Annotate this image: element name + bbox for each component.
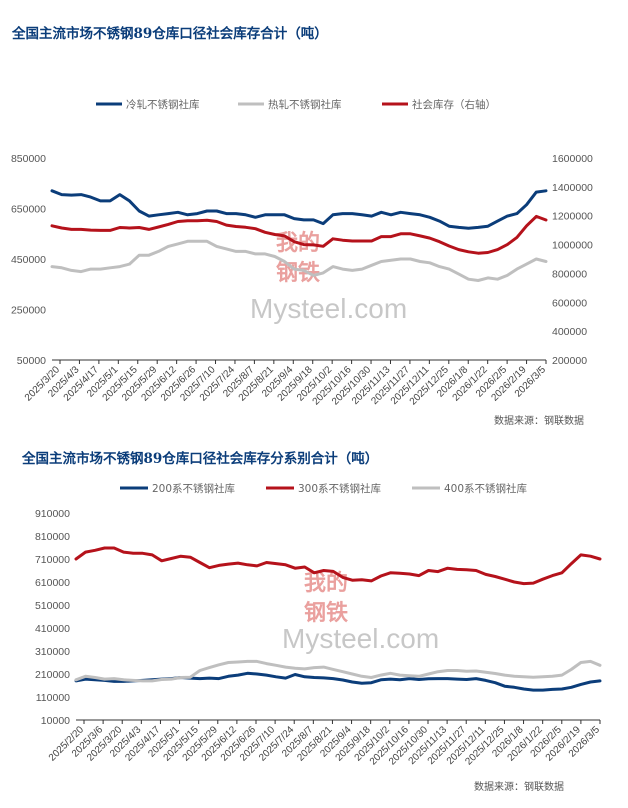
y-left-tick-label: 850000 bbox=[11, 153, 46, 165]
series-line-1 bbox=[50, 189, 548, 230]
watermark: 我的 钢铁 Mysteel.com bbox=[250, 230, 407, 324]
series-line-3 bbox=[50, 214, 548, 255]
chart-1-legend: 冷轧不锈钢社库 热轧不锈钢社库 社会库存（右轴） bbox=[96, 98, 496, 111]
y-left-tick-label: 710000 bbox=[35, 554, 70, 566]
y-right-tick-label: 400000 bbox=[552, 326, 587, 338]
y-right-tick-label: 1000000 bbox=[552, 240, 593, 252]
y-left-tick-label: 10000 bbox=[41, 715, 70, 727]
y-right-tick-label: 1400000 bbox=[552, 182, 593, 194]
watermark-text: Mysteel.com bbox=[250, 293, 407, 324]
y-left-tick-label: 810000 bbox=[35, 531, 70, 543]
y-left-tick-label: 610000 bbox=[35, 577, 70, 589]
chart-2-source: 数据来源：钢联数据 bbox=[474, 780, 564, 793]
series-line-2 bbox=[74, 546, 602, 586]
chart-1-series bbox=[50, 189, 548, 282]
y-left-tick-label: 110000 bbox=[36, 692, 70, 704]
chart-1-title: 全国主流市场不锈钢89仓库口径社会库存合计（吨） bbox=[11, 25, 328, 42]
legend-label-cold-rolled: 冷轧不锈钢社库 bbox=[126, 98, 200, 111]
legend-label-300-series: 300系不锈钢社库 bbox=[298, 482, 381, 495]
series-line-2 bbox=[50, 239, 548, 282]
chart-2-left-axis: 910000 810000 710000 610000 510000 410000 3100… bbox=[35, 508, 70, 727]
chart-2-series bbox=[74, 546, 602, 692]
y-left-tick-label: 510000 bbox=[35, 600, 70, 612]
y-right-tick-label: 1200000 bbox=[552, 211, 593, 223]
watermark-logo-top: 我的 bbox=[304, 570, 348, 596]
y-right-tick-label: 600000 bbox=[552, 297, 587, 309]
legend-label-200-series: 200系不锈钢社库 bbox=[152, 482, 235, 495]
chart-2: 全国主流市场不锈钢89仓库口径社会库存分系别合计（吨） 200系不锈钢社库 30… bbox=[21, 450, 602, 793]
chart-1-source: 数据来源：钢联数据 bbox=[494, 414, 584, 427]
legend-label-hot-rolled: 热轧不锈钢社库 bbox=[268, 98, 342, 111]
y-right-tick-label: 1600000 bbox=[552, 153, 593, 165]
y-left-tick-label: 250000 bbox=[11, 305, 46, 317]
legend-label-social-inventory: 社会库存（右轴） bbox=[412, 98, 496, 111]
y-left-tick-label: 50000 bbox=[17, 355, 46, 367]
y-right-tick-label: 200000 bbox=[552, 355, 587, 367]
y-left-tick-label: 910000 bbox=[35, 508, 70, 520]
series-line-3 bbox=[74, 659, 602, 683]
chart-2-legend: 200系不锈钢社库 300系不锈钢社库 400系不锈钢社库 bbox=[120, 482, 527, 495]
chart-1-x-axis: 2025/3/202025/4/32025/4/172025/5/12025/5… bbox=[23, 360, 548, 408]
legend-label-400-series: 400系不锈钢社库 bbox=[444, 482, 527, 495]
y-right-tick-label: 800000 bbox=[552, 268, 587, 280]
chart-2-title: 全国主流市场不锈钢89仓库口径社会库存分系别合计（吨） bbox=[21, 450, 378, 467]
watermark: 我的 钢铁 Mysteel.com bbox=[282, 570, 439, 654]
y-left-tick-label: 310000 bbox=[35, 646, 70, 658]
y-left-tick-label: 410000 bbox=[35, 623, 70, 635]
watermark-logo-bottom: 钢铁 bbox=[276, 260, 320, 286]
y-left-tick-label: 650000 bbox=[11, 204, 46, 216]
y-left-tick-label: 210000 bbox=[35, 669, 70, 681]
chart-1: 全国主流市场不锈钢89仓库口径社会库存合计（吨） 冷轧不锈钢社库 热轧不锈钢社库… bbox=[11, 25, 593, 427]
y-left-tick-label: 450000 bbox=[11, 254, 46, 266]
watermark-text: Mysteel.com bbox=[282, 623, 439, 654]
watermark-logo-bottom: 钢铁 bbox=[304, 600, 348, 626]
chart-2-x-axis: 2025/2/202025/3/62025/3/202025/4/32025/4… bbox=[47, 720, 602, 768]
chart-1-left-axis: 850000 650000 450000 250000 50000 bbox=[11, 153, 46, 367]
chart-1-right-axis: 1600000 1400000 1200000 1000000 800000 600000… bbox=[552, 153, 593, 367]
